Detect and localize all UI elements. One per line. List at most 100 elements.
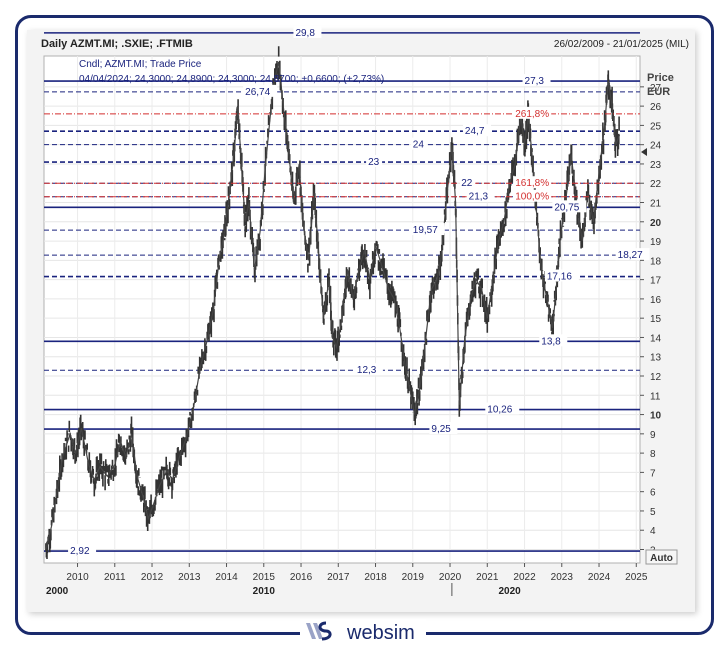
x-tick-label-2012: 2012 [141,572,164,583]
y-tick-label-15: 15 [650,314,662,325]
level-label-24-7: 24,7 [465,126,485,137]
x-tick-label-2020: 2020 [439,572,462,583]
y-tick-label-12: 12 [650,372,662,383]
x-tick-label-2022: 2022 [513,572,536,583]
level-label-19-57: 19,57 [413,225,438,236]
fib-label-161,8%: 161,8% [515,178,549,189]
x-tick-label-2013: 2013 [178,572,201,583]
auto-button-box[interactable] [645,549,678,565]
level-label-bg [459,176,476,189]
fib-label-100,0%: 100,0% [515,192,549,203]
x-tick-label-2017: 2017 [327,572,350,583]
level-label-2-92: 2,92 [70,546,90,557]
price-line [45,61,621,550]
chart-title: Daily AZMT.MI; .SXIE; .FTMIB [41,38,193,50]
websim-logo-icon [306,621,332,641]
y-tick-label-23: 23 [650,160,662,171]
x-tick-label-2015: 2015 [253,572,276,583]
y-tick-label-11: 11 [650,391,661,402]
level-label-bg [354,363,383,376]
y-tick-label-27: 27 [650,83,662,94]
y-tick-label-25: 25 [650,121,662,132]
brand-logo-area: websim [300,619,426,644]
level-label-bg [522,74,551,87]
y-tick-label-7: 7 [650,468,656,479]
level-label-bg [462,124,491,137]
brand-name: websim [346,622,415,644]
level-label-bg [544,269,579,282]
level-label-29-8: 29,8 [295,28,315,39]
level-label-bg [410,223,445,236]
level-label-9-25: 9,25 [431,424,451,435]
x-tick-label-2024: 2024 [588,572,611,583]
level-labels: 29,8 27,3 26,74 24,7 24 23 22 21,3 20,75 19,57 18,… [68,25,650,557]
x-tick-label-2019: 2019 [402,572,425,583]
fib-label-bg [513,189,552,202]
y-tick-label-10: 10 [650,411,662,422]
legend-last-candle: 04/04/2024; 24,3000; 24,8900; 24,3000; 2… [79,74,384,85]
y-tick-label-19: 19 [650,237,662,248]
y-tick-label-17: 17 [650,276,662,287]
y-tick-label-14: 14 [650,333,662,344]
level-label-27-3: 27,3 [525,76,545,87]
y-tick-label-5: 5 [650,507,656,518]
level-label-21-3: 21,3 [469,192,489,203]
x-tick-label-2023: 2023 [551,572,574,583]
level-label-17-16: 17,16 [547,272,572,283]
y-tick-label-13: 13 [650,353,662,364]
fib-label-261,8%: 261,8% [515,109,549,120]
y-tick-label-8: 8 [650,449,656,460]
level-label-bg [429,422,458,435]
level-label-22: 22 [461,178,473,189]
y-tick-label-16: 16 [650,295,662,306]
level-label-24: 24 [413,140,425,151]
y-tick-label-4: 4 [650,526,656,537]
level-label-bg [539,334,568,347]
level-label-bg [293,25,322,38]
x-tick-label-2014: 2014 [215,572,238,583]
level-label-bg [466,189,495,202]
level-label-13-8: 13,8 [541,336,561,347]
x-tick-label-2010: 2010 [66,572,89,583]
x-tick-label-2018: 2018 [364,572,387,583]
level-label-26-74: 26,74 [245,87,270,98]
y-axis-title: Price [647,72,674,84]
y-axis: 3456789101112131415161718192021222324252… [640,83,662,557]
y-tick-label-21: 21 [650,199,662,210]
date-range: 26/02/2009 - 21/01/2025 (MIL) [554,39,689,50]
y-tick-label-26: 26 [650,102,662,113]
current-price-marker [641,148,647,156]
level-label-12-3: 12,3 [357,365,377,376]
level-label-bg [615,248,650,261]
x-tick-label-2021: 2021 [476,572,499,583]
fib-label-bg [513,176,552,189]
price-series [45,46,621,559]
fib-label-bg [513,106,552,119]
level-label-bg [366,155,383,168]
auto-button-label[interactable]: Auto [650,553,673,564]
x-tick-label-2025: 2025 [625,572,648,583]
level-label-18-27: 18,27 [618,250,643,261]
level-label-bg [552,200,587,213]
fibonacci-lines: 261,8% 161,8% 100,0% [44,106,640,203]
x-tick-label-2011: 2011 [104,572,126,583]
level-label-bg [485,402,520,415]
level-label-bg [410,137,427,150]
y-tick-label-24: 24 [650,141,662,152]
legend-series: Cndl; AZMT.MI; Trade Price [79,59,202,70]
y-tick-label-6: 6 [650,488,656,499]
y-tick-label-22: 22 [650,179,662,190]
y-tick-label-9: 9 [650,430,656,441]
decade-label-2010: 2010 [253,586,276,597]
level-label-bg [243,84,278,97]
level-label-20-75: 20,75 [554,202,579,213]
y-tick-label-20: 20 [650,218,662,229]
x-axis: 2010 2011 2012 2013 2014 2015 2016 2017 2018 2019… [46,563,648,597]
y-axis-unit: EUR [647,86,670,98]
level-label-bg [68,544,97,557]
level-label-10-26: 10,26 [487,405,512,416]
decade-label-2000: 2000 [46,586,69,597]
auto-scale-button[interactable]: Auto [645,549,678,565]
y-tick-label-18: 18 [650,256,662,267]
